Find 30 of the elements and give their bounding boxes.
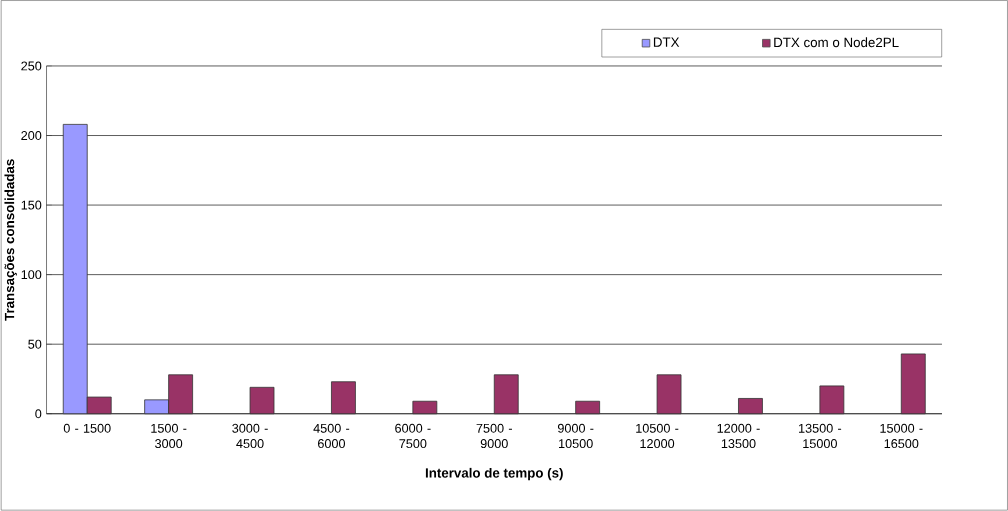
x-tick-label: 6000 - 7500: [395, 423, 431, 449]
x-tick-label: 12000 - 13500: [717, 423, 760, 449]
x-tick-label: 9000 - 10500: [557, 423, 594, 449]
x-tick-label: 10500 - 12000: [636, 423, 679, 449]
x-tick-label: 3000 - 4500: [232, 423, 268, 449]
y-tick-label: 50: [28, 339, 42, 349]
y-tick-label: 250: [21, 61, 42, 71]
bar: [819, 385, 845, 415]
x-tick-label: 7500 - 9000: [476, 423, 512, 449]
x-tick-label: 13500 - 15000: [799, 423, 842, 449]
x-tick-label: 4500 - 6000: [313, 423, 350, 449]
legend-label: DTX com o Node2PL: [774, 37, 899, 48]
bar: [412, 400, 438, 415]
y-tick-label: 100: [21, 270, 42, 280]
bar: [738, 398, 763, 415]
y-axis-title: Transações consolidadas: [4, 159, 17, 321]
bar: [575, 400, 601, 415]
bar: [656, 374, 682, 415]
bar: [331, 381, 356, 415]
x-axis-title: Intervalo de tempo (s): [425, 468, 563, 481]
bar: [900, 353, 926, 415]
y-tick-label: 200: [21, 131, 42, 141]
bar: [493, 374, 519, 415]
x-tick-label: 1500 - 3000: [151, 423, 187, 449]
y-tick-label: 0: [35, 409, 42, 419]
legend-label: DTX: [653, 37, 680, 47]
bar: [249, 387, 275, 415]
y-tick-label: 150: [21, 200, 42, 210]
x-tick-label: 15000 - 16500: [880, 423, 923, 449]
x-tick-label: 0 - 1500: [63, 423, 111, 433]
